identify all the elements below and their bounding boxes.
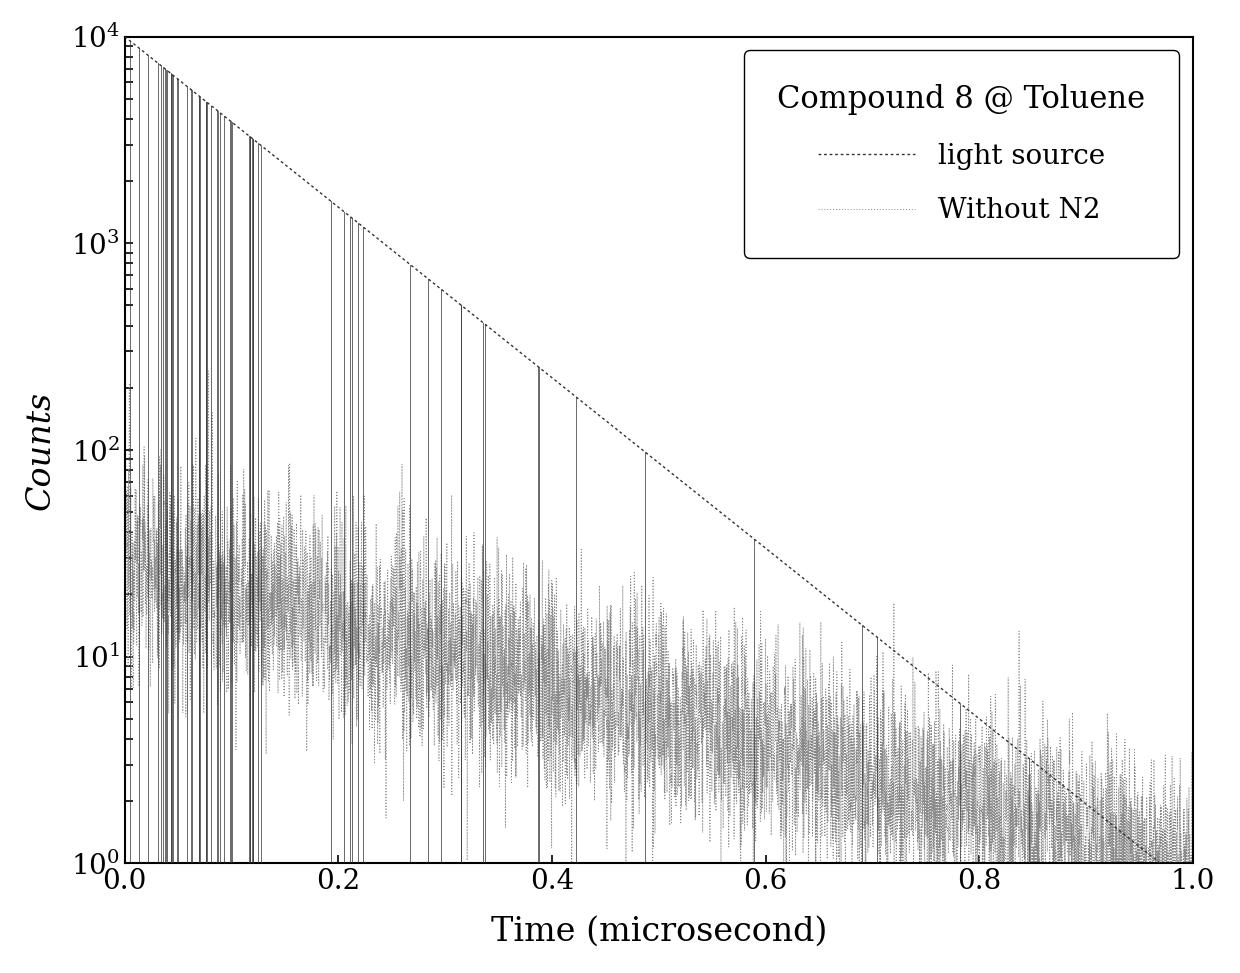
- light source: [1153, 857, 1168, 869]
- Line: light source: light source: [125, 37, 1193, 863]
- Without N2: [311, 589, 326, 600]
- Without N2: [758, 713, 773, 725]
- Line: Without N2: Without N2: [125, 371, 1193, 863]
- Without N2: [915, 741, 930, 753]
- Without N2: [526, 655, 541, 667]
- Without N2: [812, 751, 827, 763]
- Without N2: [564, 857, 579, 869]
- Y-axis label: Counts: Counts: [25, 390, 57, 510]
- light source: [526, 356, 541, 368]
- light source: [1185, 857, 1200, 869]
- light source: [758, 542, 773, 554]
- Without N2: [118, 563, 133, 575]
- X-axis label: Time (microsecond): Time (microsecond): [491, 916, 827, 948]
- Without N2: [1185, 857, 1200, 869]
- light source: [118, 31, 133, 43]
- Without N2: [201, 365, 216, 377]
- light source: [812, 586, 827, 597]
- Legend: light source, Without N2: light source, Without N2: [744, 51, 1179, 258]
- light source: [996, 732, 1011, 743]
- light source: [311, 186, 326, 198]
- Without N2: [996, 777, 1011, 789]
- light source: [914, 667, 929, 679]
